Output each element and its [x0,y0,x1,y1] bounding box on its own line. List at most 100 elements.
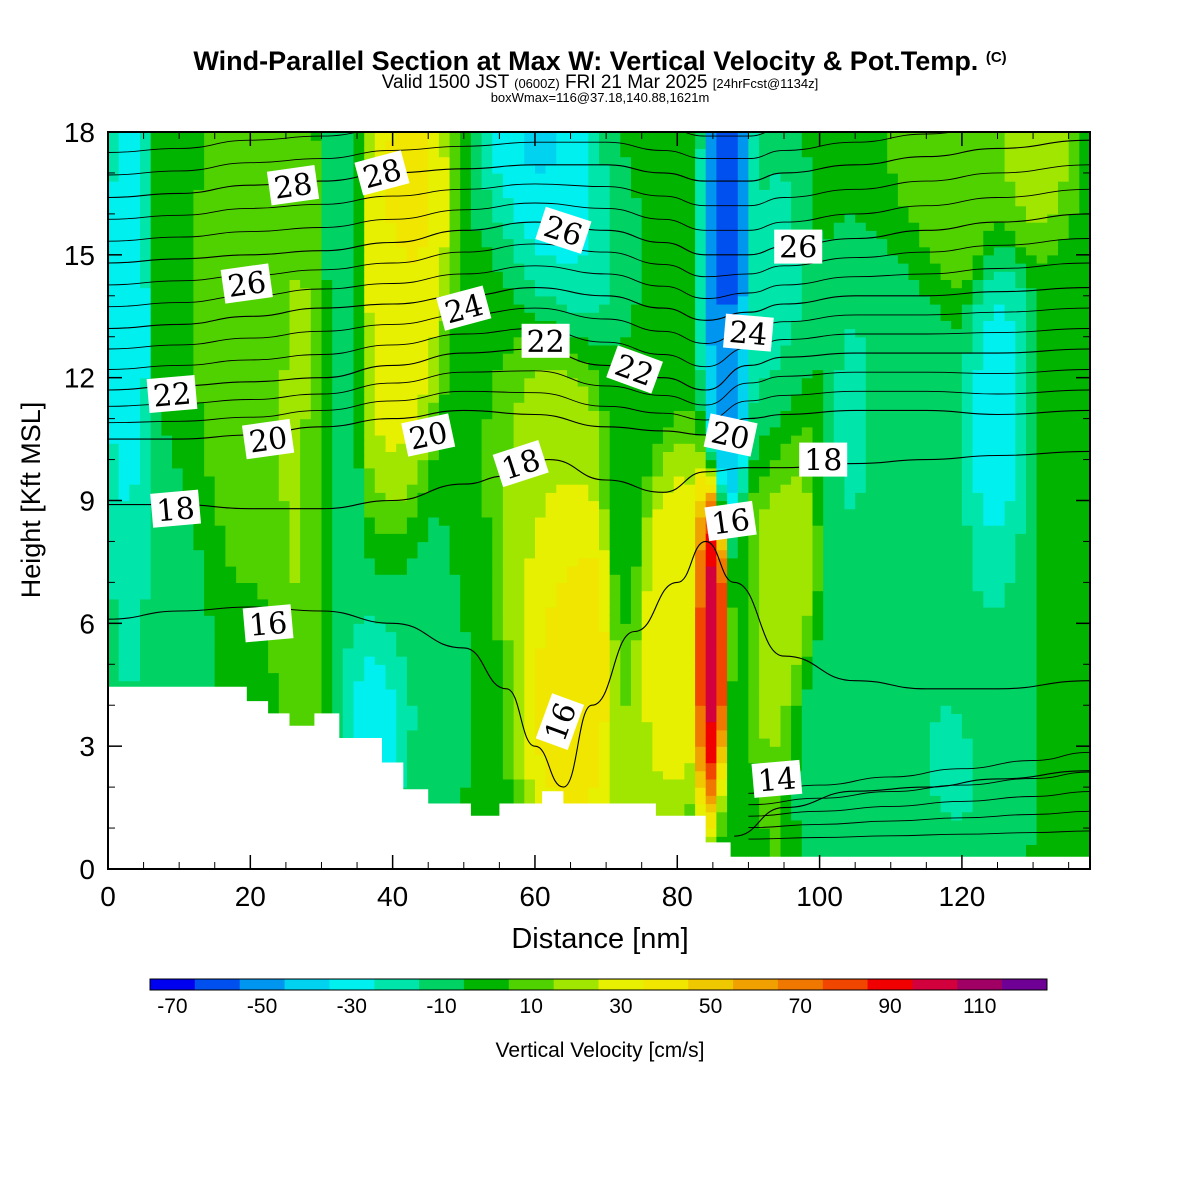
velocity-cell [342,500,355,510]
velocity-cell [609,729,621,739]
velocity-cell [684,623,696,633]
velocity-cell [684,394,696,403]
velocity-cell [481,451,493,461]
velocity-cell [428,189,440,199]
velocity-cell [428,336,440,346]
velocity-cell [599,525,611,534]
velocity-cell [321,664,333,674]
velocity-cell [535,574,547,583]
velocity-cell [300,631,312,641]
velocity-cell [129,631,141,641]
velocity-cell [428,132,440,141]
velocity-cell [332,418,344,428]
velocity-cell [342,631,355,641]
velocity-cell [535,672,547,682]
velocity-cell [129,598,141,608]
velocity-cell [161,484,173,493]
velocity-cell [268,680,280,690]
velocity-cell [385,467,397,477]
velocity-cell [588,246,600,256]
velocity-cell [321,697,333,706]
velocity-cell [673,459,685,469]
velocity-cell [417,705,429,714]
velocity-cell [631,598,643,608]
velocity-cell [332,238,344,248]
velocity-cell [417,762,429,772]
velocity-cell [460,385,472,395]
velocity-cell [513,598,525,608]
velocity-cell [172,304,184,313]
velocity-cell [673,205,685,215]
velocity-cell [108,328,120,338]
velocity-cell [684,344,696,354]
velocity-cell [460,459,472,469]
velocity-cell [332,508,344,518]
velocity-cell [620,533,632,543]
velocity-cell [257,312,269,321]
velocity-cell [364,607,376,616]
velocity-cell [673,377,685,387]
velocity-cell [140,205,152,215]
velocity-cell [310,156,323,166]
velocity-cell [577,590,589,600]
velocity-cell [438,197,451,207]
velocity-cell [460,279,472,289]
velocity-cell [567,607,579,616]
velocity-cell [673,770,685,780]
velocity-cell [502,263,515,272]
velocity-cell [289,361,301,371]
velocity-cell [599,754,611,764]
velocity-cell [481,361,493,371]
velocity-cell [321,410,333,420]
velocity-cell [396,533,408,543]
velocity-cell [438,525,451,534]
velocity-cell [406,492,419,502]
velocity-cell [193,238,205,248]
velocity-cell [577,377,589,387]
velocity-cell [257,205,269,215]
velocity-cell [182,353,194,362]
velocity-cell [492,574,504,583]
velocity-cell [161,164,173,174]
velocity-cell [524,787,536,796]
velocity-cell [599,713,611,723]
velocity-cell [417,475,429,485]
velocity-cell [214,615,226,624]
velocity-cell [513,754,525,764]
velocity-cell [342,680,355,690]
velocity-cell [481,574,493,583]
velocity-cell [140,475,152,485]
velocity-cell [449,443,461,452]
velocity-cell [620,459,632,469]
velocity-cell [140,418,152,428]
velocity-cell [289,688,301,698]
velocity-cell [492,344,504,354]
velocity-cell [663,451,675,461]
velocity-cell [236,320,248,330]
velocity-cell [118,377,130,387]
velocity-cell [193,369,205,379]
velocity-cell [172,156,184,166]
velocity-cell [620,263,632,272]
velocity-cell [567,377,579,387]
velocity-cell [545,746,557,755]
velocity-cell [246,246,259,256]
velocity-cell [342,279,355,289]
velocity-cell [396,647,408,657]
velocity-cell [492,533,504,543]
velocity-cell [652,353,664,362]
velocity-cell [182,287,194,297]
velocity-cell [225,557,237,567]
velocity-cell [438,263,451,272]
velocity-cell [182,549,194,559]
velocity-cell [481,754,493,764]
velocity-cell [502,426,515,436]
velocity-cell [588,688,600,698]
velocity-cell [684,418,696,428]
velocity-cell [140,582,152,592]
velocity-cell [364,525,376,534]
velocity-cell [535,516,547,526]
velocity-cell [673,590,685,600]
velocity-cell [567,205,579,215]
velocity-cell [129,467,141,477]
